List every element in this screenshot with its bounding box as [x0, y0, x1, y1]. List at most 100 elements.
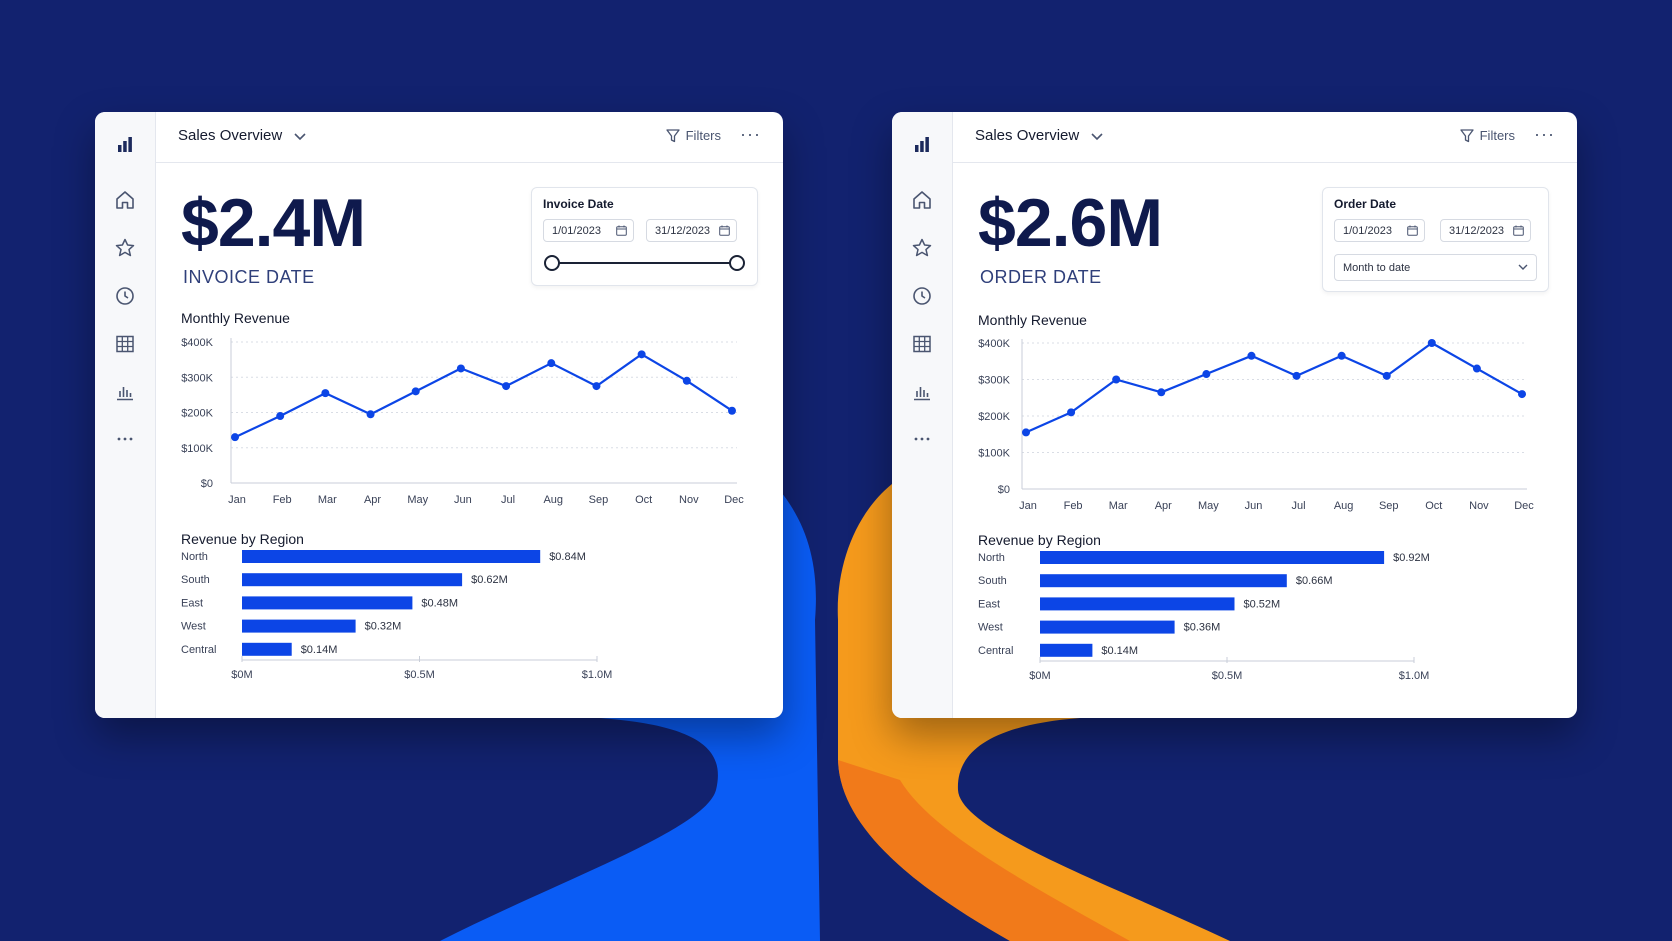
calendar-icon — [1407, 225, 1418, 236]
nav-rail — [95, 112, 156, 718]
region-label-north: North — [181, 551, 208, 563]
region-value-label: $0.36M — [1184, 622, 1221, 634]
x-tick-label: Dec — [1514, 500, 1534, 512]
table-grid-icon[interactable] — [113, 332, 137, 356]
revenue-by-region-title: Revenue by Region — [978, 532, 1101, 548]
bar-chart-logo-icon[interactable] — [113, 132, 137, 156]
x-tick-label: Jun — [454, 494, 472, 506]
period-select-value: Month to date — [1343, 262, 1411, 274]
region-label-east: East — [181, 597, 203, 609]
end-date-input[interactable]: 31/12/2023 — [1440, 219, 1531, 242]
nav-rail — [892, 112, 953, 718]
x-tick-label: Aug — [1334, 500, 1354, 512]
data-point-jan — [1022, 428, 1030, 437]
data-point-dec — [728, 406, 736, 415]
region-value-label: $0.48M — [421, 597, 458, 609]
data-point-sep — [1382, 371, 1391, 380]
end-date-input[interactable]: 31/12/2023 — [646, 219, 737, 242]
data-point-jan — [231, 433, 239, 442]
clock-icon[interactable] — [113, 284, 137, 308]
region-bar-north — [1040, 551, 1385, 564]
x-tick-label: Feb — [273, 494, 292, 506]
revenue-by-region-title: Revenue by Region — [181, 531, 304, 547]
start-date-value: 1/01/2023 — [552, 225, 601, 237]
region-bar-east — [1040, 597, 1235, 611]
filters-button[interactable]: Filters — [1459, 128, 1515, 143]
dashboard-panel-order: Sales Overview Filters ··· $2.6M ORDER D… — [892, 112, 1577, 718]
calendar-icon — [1513, 225, 1524, 236]
date-range-slider-track[interactable] — [551, 262, 736, 264]
home-icon[interactable] — [113, 188, 137, 212]
start-date-input[interactable]: 1/01/2023 — [1334, 219, 1425, 242]
filters-button[interactable]: Filters — [665, 128, 721, 143]
x-tick-label: Mar — [1109, 500, 1128, 512]
x-tick-label: Feb — [1064, 500, 1083, 512]
period-select[interactable]: Month to date — [1334, 254, 1537, 281]
bar-x-tick-label: $1.0M — [582, 669, 613, 681]
date-filter-card: Invoice Date 1/01/2023 31/12/2023 — [531, 187, 758, 286]
kpi-value: $2.4M — [181, 185, 366, 261]
region-value-label: $0.14M — [301, 644, 338, 656]
revenue-series-line — [1025, 341, 1523, 434]
chart-icon[interactable] — [910, 380, 934, 404]
region-bar-central — [242, 642, 292, 656]
dashboard-title-dropdown[interactable]: Sales Overview — [178, 127, 306, 145]
filter-icon — [1459, 129, 1474, 143]
data-point-jul — [502, 382, 511, 391]
date-range-slider-end-thumb[interactable] — [729, 255, 745, 271]
y-tick-label: $400K — [181, 337, 213, 349]
calendar-icon — [616, 225, 627, 236]
revenue-series-line — [234, 353, 733, 439]
chevron-down-icon — [1518, 264, 1528, 270]
x-tick-label: Jan — [1019, 500, 1037, 512]
more-icon[interactable] — [113, 427, 137, 451]
region-value-label: $0.14M — [1101, 645, 1138, 657]
more-icon[interactable] — [910, 427, 934, 451]
charts-layer: $0 $100K $200K $300K $400K Jan Feb Mar Apr May Jun… — [181, 337, 744, 681]
x-tick-label: May — [407, 494, 428, 506]
star-icon[interactable] — [113, 236, 137, 260]
region-label-west: West — [181, 621, 206, 633]
region-bar-south — [1040, 574, 1287, 588]
bar-x-tick-label: $1.0M — [1399, 670, 1430, 682]
clock-icon[interactable] — [910, 284, 934, 308]
star-icon[interactable] — [910, 236, 934, 260]
data-point-feb — [1067, 408, 1076, 417]
x-tick-label: Jul — [501, 494, 515, 506]
date-filter-title: Invoice Date — [543, 197, 614, 211]
more-options-button[interactable]: ··· — [1534, 124, 1555, 144]
region-value-label: $0.66M — [1296, 575, 1333, 587]
chevron-down-icon — [294, 128, 306, 145]
kpi-value: $2.6M — [978, 185, 1163, 261]
region-label-south: South — [978, 575, 1007, 587]
table-grid-icon[interactable] — [910, 332, 934, 356]
x-tick-label: Jan — [228, 494, 246, 506]
more-options-button[interactable]: ··· — [740, 124, 761, 144]
y-tick-label: $100K — [181, 443, 213, 455]
dashboard-title-dropdown[interactable]: Sales Overview — [975, 127, 1103, 145]
region-label-central: Central — [978, 645, 1013, 657]
bar-x-tick-label: $0.5M — [1212, 670, 1243, 682]
dashboard-title: Sales Overview — [975, 127, 1080, 144]
bar-x-tick-label: $0M — [1029, 670, 1050, 682]
region-value-label: $0.84M — [549, 551, 586, 563]
date-range-slider-start-thumb[interactable] — [544, 255, 560, 271]
chart-icon[interactable] — [113, 380, 137, 404]
y-tick-label: $200K — [181, 408, 213, 420]
data-point-jun — [1247, 351, 1256, 360]
kpi-label: INVOICE DATE — [183, 267, 315, 287]
data-point-sep — [592, 382, 601, 391]
start-date-input[interactable]: 1/01/2023 — [543, 219, 634, 242]
x-tick-label: Jul — [1292, 500, 1306, 512]
data-point-feb — [276, 412, 285, 421]
bar-chart-logo-icon[interactable] — [910, 132, 934, 156]
y-tick-label: $300K — [181, 372, 213, 384]
monthly-revenue-title: Monthly Revenue — [181, 310, 290, 326]
data-point-jun — [456, 364, 465, 373]
home-icon[interactable] — [910, 188, 934, 212]
data-point-apr — [366, 410, 375, 419]
panel-header: Sales Overview Filters ··· — [953, 112, 1577, 163]
date-filter-card: Order Date 1/01/2023 31/12/2023 Month to… — [1322, 187, 1549, 292]
x-tick-label: Jun — [1245, 500, 1263, 512]
bar-x-tick-label: $0M — [231, 669, 252, 681]
